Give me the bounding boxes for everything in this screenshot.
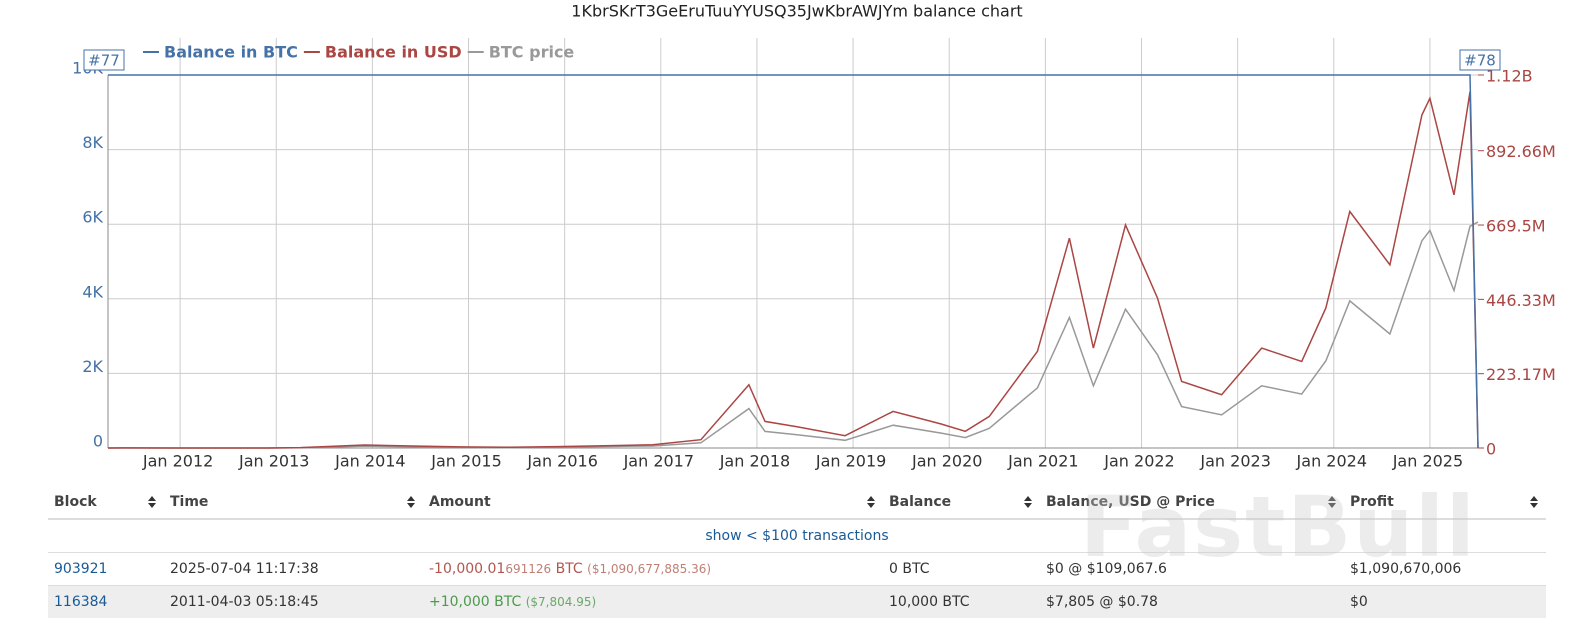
header[interactable]: Block: [48, 486, 164, 520]
amount-main: +10,000: [429, 594, 490, 610]
amount-usd: ($7,804.95): [525, 595, 597, 609]
amount-main: -10,000.01: [429, 561, 506, 577]
amount-tail: 691126: [505, 562, 552, 576]
y2-tick-label: 446.33M: [1486, 291, 1556, 310]
y-tick-label: 2K: [82, 357, 103, 376]
x-tick-label: Jan 2017: [623, 452, 694, 471]
sort-icon: [867, 496, 875, 508]
legend-label: BTC price: [489, 43, 575, 62]
balance: 10,000 BTC: [883, 585, 1040, 618]
block-link[interactable]: 116384: [48, 585, 164, 618]
x-tick-label: Jan 2023: [1199, 452, 1270, 471]
y-tick-label: 4K: [82, 282, 103, 301]
header-row: Block Time Amount Balance Balance, USD @…: [48, 486, 1546, 520]
header-text: Amount: [429, 494, 491, 510]
sort-icon: [1328, 496, 1336, 508]
y-tick-label: 8K: [82, 133, 103, 152]
header[interactable]: Profit: [1344, 486, 1546, 520]
row: 903921 2025-07-04 11:17:38 -10,000.01691…: [48, 552, 1546, 586]
y2-tick-label: 0: [1486, 440, 1496, 459]
toggle-link[interactable]: show < $100 transactions: [48, 518, 1546, 553]
chart-title: 1KbrSKrT3GeEruTuuYYUSQ35JwKbrAWJYm balan…: [571, 2, 1022, 21]
x-tick-label: Jan 2018: [719, 452, 790, 471]
annotation-label: #77: [88, 52, 120, 70]
legend-label: Balance in BTC: [164, 43, 298, 62]
amount-unit: BTC: [551, 561, 583, 577]
time: 2025-07-04 11:17:38: [164, 552, 423, 586]
annotation-box: [83, 49, 125, 71]
series-line: [107, 91, 1479, 449]
x-tick-label: Jan 2020: [911, 452, 982, 471]
sort-icon: [148, 496, 156, 508]
annotation-box: [1459, 49, 1501, 71]
y2-tick-label: 892.66M: [1486, 142, 1556, 161]
header-text: Time: [170, 494, 209, 510]
x-tick-label: Jan 2021: [1007, 452, 1078, 471]
series-line: [108, 221, 1479, 449]
amount-unit: BTC: [489, 594, 522, 610]
sort-icon: [1530, 496, 1538, 508]
amount: -10,000.01691126 BTC ($1,090,677,885.36): [423, 552, 883, 586]
header[interactable]: Amount: [423, 486, 883, 520]
y2-tick-label: 669.5M: [1486, 217, 1546, 236]
row: 116384 2011-04-03 05:18:45 +10,000 BTC (…: [48, 585, 1546, 618]
time: 2011-04-03 05:18:45: [164, 585, 423, 618]
annotation-label: #78: [1464, 52, 1496, 70]
x-tick-label: Jan 2019: [815, 452, 886, 471]
x-tick-label: Jan 2022: [1103, 452, 1174, 471]
header[interactable]: Balance, USD @ Price: [1040, 486, 1344, 520]
y2-tick-label: 223.17M: [1486, 365, 1556, 384]
profit: $1,090,670,006: [1344, 552, 1546, 586]
balance-usd: $7,805 @ $0.78: [1040, 585, 1344, 618]
x-tick-label: Jan 2014: [334, 452, 405, 471]
x-tick-label: Jan 2015: [430, 452, 501, 471]
sort-icon: [407, 496, 415, 508]
header-text: Balance, USD @ Price: [1046, 494, 1215, 510]
x-tick-label: Jan 2016: [526, 452, 597, 471]
y-tick-label: 6K: [82, 208, 103, 227]
header-text: Block: [54, 494, 97, 510]
block-link[interactable]: 903921: [48, 552, 164, 586]
profit: $0: [1344, 585, 1546, 618]
x-tick-label: Jan 2025: [1392, 452, 1463, 471]
transactions-table: Block Time Amount Balance Balance, USD @…: [48, 486, 1546, 618]
y2-tick-label: 1.12B: [1486, 67, 1533, 86]
balance-usd: $0 @ $109,067.6: [1040, 552, 1344, 586]
y-tick-label: 0: [93, 432, 103, 451]
amount-usd: ($1,090,677,885.36): [587, 562, 712, 576]
header-text: Profit: [1350, 494, 1394, 510]
balance: 0 BTC: [883, 552, 1040, 586]
header[interactable]: Balance: [883, 486, 1040, 520]
x-tick-label: Jan 2013: [238, 452, 309, 471]
sort-icon: [1024, 496, 1032, 508]
chart: 1KbrSKrT3GeEruTuuYYUSQ35JwKbrAWJYm balan…: [72, 2, 1556, 471]
toggle-row: show < $100 transactions: [48, 518, 1546, 553]
series-line: [108, 74, 1479, 449]
x-tick-label: Jan 2024: [1296, 452, 1367, 471]
x-tick-label: Jan 2012: [142, 452, 213, 471]
header[interactable]: Time: [164, 486, 423, 520]
amount: +10,000 BTC ($7,804.95): [423, 585, 883, 618]
legend-label: Balance in USD: [325, 43, 462, 62]
header-text: Balance: [889, 494, 952, 510]
